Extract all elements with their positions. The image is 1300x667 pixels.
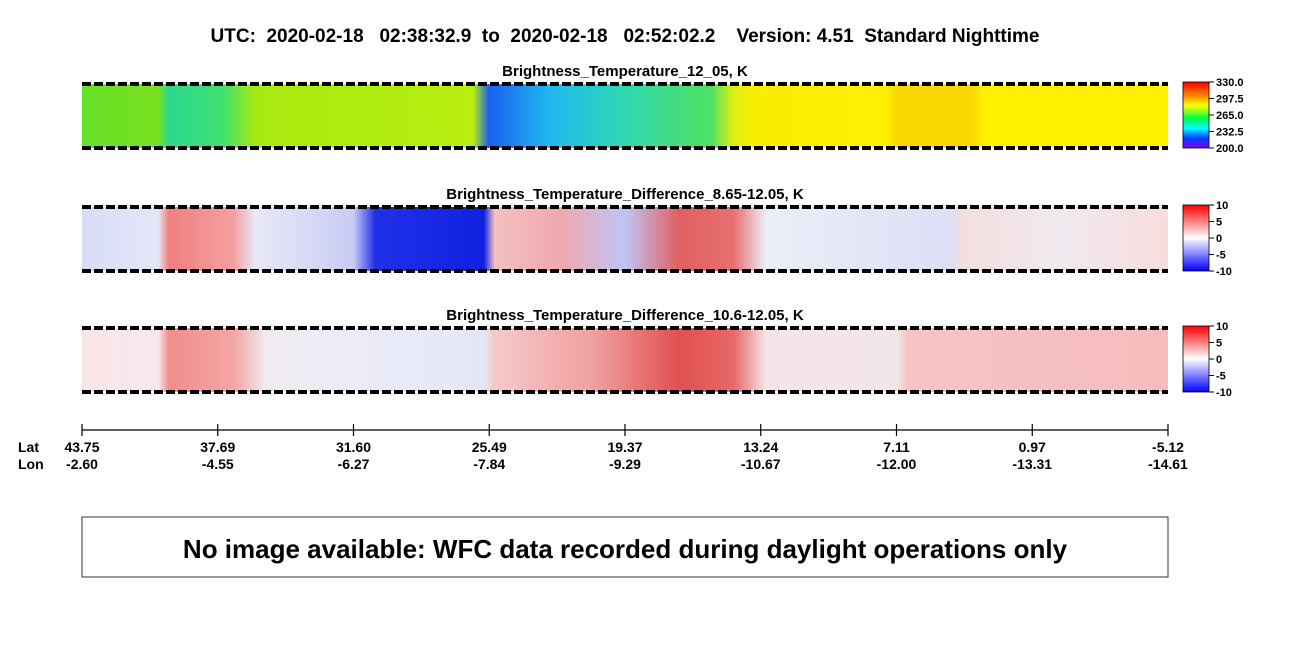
- lon-tick-label: -10.67: [741, 456, 781, 472]
- lat-lon-axis: Lat Lon 43.75-2.60 37.69-4.55 31.60-6.27 25…: [18, 424, 1188, 472]
- colorbar-label: 232.5: [1216, 127, 1244, 139]
- colorbar-label: 10: [1216, 321, 1228, 333]
- lat-tick-label: -5.12: [1152, 439, 1184, 455]
- lon-tick-label: -14.61: [1148, 456, 1188, 472]
- swath-image: [82, 207, 1168, 271]
- lat-tick-label: 13.24: [743, 439, 778, 455]
- panel-title: Brightness_Temperature_12_05, K: [502, 63, 748, 80]
- lat-tick-label: 7.11: [883, 439, 910, 455]
- colorbar: [1182, 325, 1210, 393]
- colorbar-label: 10: [1216, 200, 1228, 212]
- lon-tick-label: -9.29: [609, 456, 641, 472]
- colorbar-label: -5: [1216, 371, 1226, 383]
- lon-tick-label: -13.31: [1012, 456, 1052, 472]
- lon-tick-label: -6.27: [338, 456, 370, 472]
- colorbar-label: 0: [1216, 354, 1222, 366]
- lat-label: Lat: [18, 439, 39, 455]
- colorbar-label: -5: [1216, 250, 1226, 262]
- swath-image: [82, 84, 1168, 148]
- lon-tick-label: -7.84: [473, 456, 505, 472]
- panel-title: Brightness_Temperature_Difference_8.65-1…: [446, 186, 804, 203]
- lat-tick-label: 43.75: [64, 439, 99, 455]
- lat-tick-label: 37.69: [200, 439, 235, 455]
- lat-tick-label: 19.37: [607, 439, 642, 455]
- colorbar-label: 5: [1216, 338, 1222, 350]
- message: No image available: WFC data recorded du…: [183, 534, 1068, 564]
- lat-tick-label: 0.97: [1019, 439, 1046, 455]
- message-box: [81, 516, 1169, 578]
- lat-tick-label: 25.49: [472, 439, 507, 455]
- panels: Brightness_Temperature_12_05, K 330.0 297.…: [82, 63, 1244, 399]
- colorbar-label: 200.0: [1216, 143, 1244, 155]
- panel-title: Brightness_Temperature_Difference_10.6-1…: [446, 307, 804, 324]
- colorbar-label: 330.0: [1216, 77, 1244, 89]
- colorbar-label: 0: [1216, 233, 1222, 245]
- page-title: UTC: 2020-02-18 02:38:32.9 to 2020-02-18…: [211, 26, 1040, 47]
- swath-image: [82, 328, 1168, 392]
- lon-tick-label: -2.60: [66, 456, 98, 472]
- colorbar-label: -10: [1216, 387, 1232, 399]
- lon-tick-label: -4.55: [202, 456, 234, 472]
- colorbar-label: 297.5: [1216, 94, 1244, 106]
- colorbar: [1182, 204, 1210, 272]
- colorbar-label: 5: [1216, 217, 1222, 229]
- colorbar: [1182, 81, 1210, 149]
- lon-label: Lon: [18, 456, 44, 472]
- colorbar-label: 265.0: [1216, 110, 1244, 122]
- colorbar-label: -10: [1216, 266, 1232, 278]
- lon-tick-label: -12.00: [877, 456, 917, 472]
- lat-tick-label: 31.60: [336, 439, 371, 455]
